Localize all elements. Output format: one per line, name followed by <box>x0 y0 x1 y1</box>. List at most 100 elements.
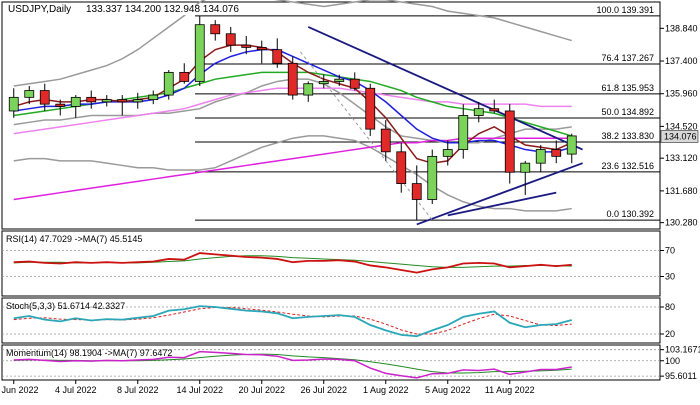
moving-average-line <box>13 135 572 212</box>
axis-label: 103.1671 <box>665 345 700 355</box>
axis-label: 70 <box>665 246 675 256</box>
candlestick <box>70 95 81 118</box>
date-axis: 28 Jun 2022 4 Jul 2022 8 Jul 2022 14 Jul 20… <box>0 380 535 395</box>
candlestick <box>163 70 174 100</box>
momentum-line <box>13 350 572 379</box>
axis-label: 30 <box>665 272 675 282</box>
candlestick <box>520 160 531 195</box>
candlestick <box>349 72 360 91</box>
candle-body <box>55 103 66 107</box>
rsi-line <box>13 252 572 274</box>
indicator-title: RSI(14) 47.7029 ->MA(7) 45.5145 <box>6 234 142 244</box>
rsi-panel: 70 30 RSI(14) 47.7029 ->MA(7) 45.5145 <box>1 230 675 297</box>
candle-body <box>225 33 236 46</box>
candlestick <box>101 95 112 107</box>
candle-body <box>179 71 190 82</box>
stoch-panel: 80 20 Stoch(5,3,3) 51.6714 42.3327 <box>1 297 675 344</box>
fib-level-label: 100.0 139.391 <box>596 5 654 15</box>
candlestick <box>194 15 205 86</box>
candlestick <box>458 104 469 159</box>
candlestick <box>117 95 128 116</box>
candle-body <box>24 90 35 98</box>
sub-panel-frame <box>1 297 661 344</box>
candle-body <box>442 149 453 157</box>
candle-body <box>473 108 484 116</box>
candle-body <box>101 99 112 103</box>
candle-body <box>241 44 252 48</box>
candlestick <box>132 92 143 109</box>
candle-body <box>349 78 360 89</box>
candlestick <box>39 83 50 111</box>
date-axis-label: 5 Aug 2022 <box>425 385 471 395</box>
candlestick <box>272 38 283 68</box>
candlestick <box>489 99 500 114</box>
candle-body <box>210 24 221 35</box>
fib-level-label: 23.6 132.516 <box>601 161 654 171</box>
fib-level-label: 38.2 133.830 <box>601 131 654 141</box>
trend-line <box>416 162 583 226</box>
candle-body <box>380 128 391 153</box>
candlestick <box>303 81 314 102</box>
candle-body <box>551 149 562 157</box>
candlestick <box>411 165 422 220</box>
date-axis-label: 14 Jul 2022 <box>176 385 223 395</box>
candle-body <box>70 96 81 107</box>
trend-line <box>307 26 583 151</box>
candle-body <box>148 94 159 101</box>
fib-level-label: 50.0 134.892 <box>601 107 654 117</box>
candlestick <box>86 90 97 109</box>
candlestick <box>551 140 562 164</box>
axis-label: 100 <box>665 356 680 366</box>
candle-body <box>287 62 298 96</box>
candlestick <box>473 101 484 123</box>
date-axis-label: 4 Jul 2022 <box>55 385 97 395</box>
main-price-panel: 100.0 139.391 76.4 137.267 61.8 135.953 50.… <box>1 0 699 230</box>
trend-line <box>447 191 557 217</box>
candle-body <box>535 149 546 164</box>
candle-body <box>334 78 345 82</box>
candle-body <box>489 108 500 112</box>
sub-panel-frame <box>1 344 661 381</box>
price-axis-label: 130.280 <box>665 218 698 228</box>
axis-label: 80 <box>665 302 675 312</box>
candle-body <box>303 83 314 96</box>
candlestick <box>148 90 159 105</box>
candlestick <box>396 142 407 193</box>
price-axis-label: 134.520 <box>665 121 698 131</box>
date-axis-label: 11 Aug 2022 <box>485 385 535 395</box>
axis-label: 95.6011 <box>665 371 697 381</box>
current-price-label: 134.076 <box>664 131 697 141</box>
candle-body <box>365 87 376 130</box>
price-axis-label: 137.400 <box>665 56 698 66</box>
date-axis-label: 28 Jun 2022 <box>0 385 39 395</box>
fib-level-label: 61.8 135.953 <box>601 83 654 93</box>
candlestick <box>287 56 298 100</box>
candle-body <box>39 90 50 105</box>
main-panel-frame <box>1 1 661 230</box>
sub-panel-frame <box>1 230 661 297</box>
candlestick <box>210 20 221 41</box>
candle-body <box>132 99 143 103</box>
candle-body <box>458 115 469 150</box>
candle-body <box>411 183 422 200</box>
candlestick <box>24 85 35 105</box>
date-axis-label: 26 Jul 2022 <box>300 385 347 395</box>
stoch-k-line <box>13 305 572 338</box>
fib-level-label: 76.4 137.267 <box>601 53 654 63</box>
candle-body <box>272 49 283 64</box>
symbol-timeframe: USDJPY,Daily <box>8 4 71 15</box>
candlestick <box>334 74 345 86</box>
candle-body <box>504 110 515 173</box>
candlestick <box>535 145 546 173</box>
date-axis-label: 8 Jul 2022 <box>117 385 159 395</box>
indicator-title: Momentum(14) 98.1904 ->MA(7) 97.6472 <box>6 348 172 358</box>
fib-level-label: 0.0 130.392 <box>606 209 654 219</box>
date-axis-label: 1 Aug 2022 <box>363 385 409 395</box>
candle-body <box>117 99 128 103</box>
indicator-title: Stoch(5,3,3) 51.6714 42.3327 <box>6 301 125 311</box>
candlestick <box>225 26 236 52</box>
